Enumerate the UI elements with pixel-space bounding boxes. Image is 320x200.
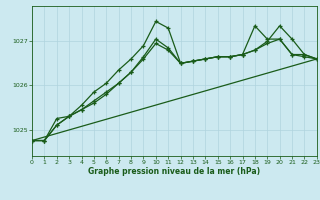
X-axis label: Graphe pression niveau de la mer (hPa): Graphe pression niveau de la mer (hPa) — [88, 167, 260, 176]
